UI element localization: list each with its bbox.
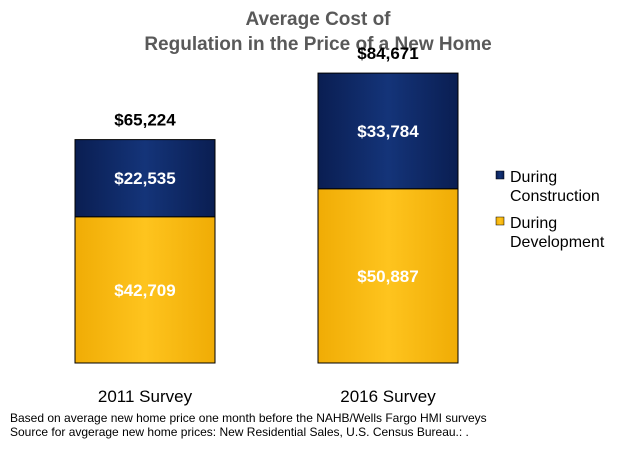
bar-total-label: $65,224 [114,111,176,130]
legend-label-during-construction: Construction [510,188,600,205]
category-label: 2016 Survey [340,387,436,406]
bars-layer: $42,709 $22,535 $65,224 2011 Survey $50,887 $… [74,44,459,406]
legend: During Construction During Development [495,169,605,251]
footnote-source: Source for avgerage new home prices: New… [10,425,469,439]
legend-swatch-during-construction [495,170,505,180]
bar-value-label-during-development: $50,887 [357,267,418,286]
legend-swatch-during-development [495,216,505,226]
bar-segment-during-construction [74,139,216,218]
bar-total-label: $84,671 [357,44,418,63]
footnote-methodology: Based on average new home price one mont… [10,411,487,425]
bar-segment-during-development [74,216,216,364]
bar-value-label-during-construction: $33,784 [357,122,419,141]
legend-label-during-development: Development [510,234,605,251]
legend-label-during-development: During [510,215,557,232]
chart-title-line-1: Average Cost of [246,9,392,30]
bar-segment-during-construction [317,72,459,190]
stacked-bar-chart: Average Cost of Regulation in the Price … [74,9,605,406]
legend-label-during-construction: During [510,169,557,186]
bar-value-label-during-development: $42,709 [114,281,175,300]
chart-title-line-2: Regulation in the Price of a New Home [144,34,491,55]
category-label: 2011 Survey [98,387,193,406]
bar-value-label-during-construction: $22,535 [114,169,175,188]
